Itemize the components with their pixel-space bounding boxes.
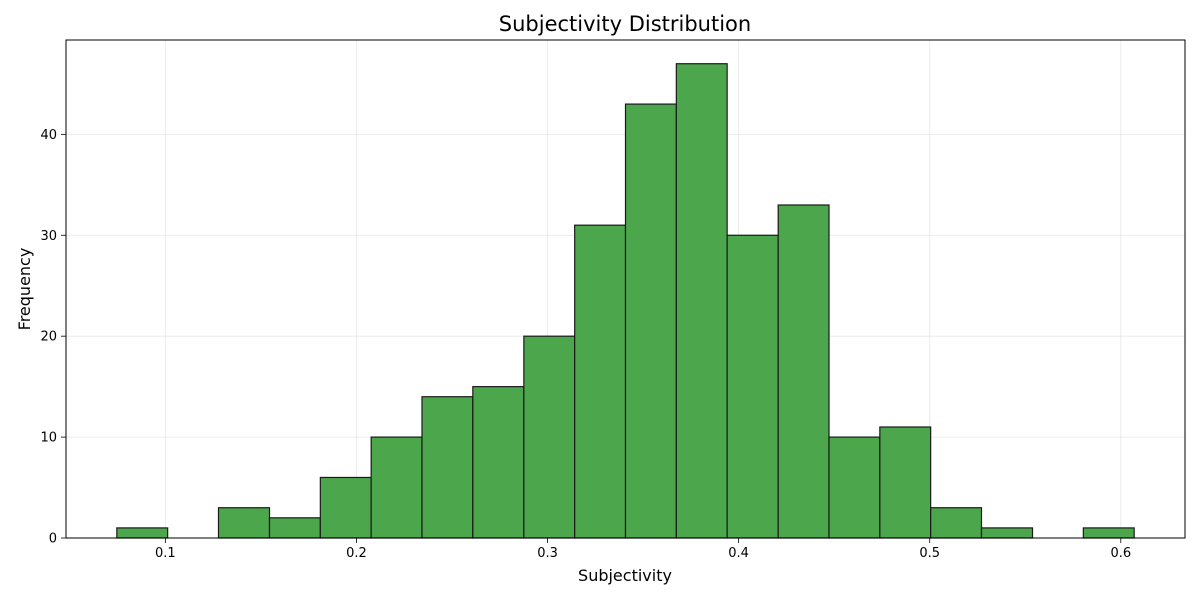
y-tick-label: 40 <box>40 128 57 143</box>
histogram-bar <box>828 436 881 539</box>
histogram-bar <box>574 224 627 539</box>
y-tick-label: 0 <box>49 532 57 547</box>
histogram-bar <box>370 436 423 539</box>
x-axis-label: Subjectivity <box>578 566 672 585</box>
x-tick-label: 0.5 <box>919 546 940 561</box>
x-tick-label: 0.2 <box>346 546 367 561</box>
histogram-bar <box>472 386 525 539</box>
histogram-bar <box>421 396 474 539</box>
y-axis-label: Frequency <box>15 248 34 331</box>
histogram-bar <box>675 63 728 539</box>
y-axis-ticks: 0 10 20 30 40 <box>40 128 66 547</box>
histogram-bar <box>217 507 271 539</box>
histogram-bar <box>726 234 779 539</box>
histogram-bar <box>319 476 372 539</box>
histogram-bar <box>523 335 576 539</box>
x-tick-label: 0.1 <box>155 546 176 561</box>
histogram-bar <box>777 204 830 539</box>
y-tick-label: 20 <box>40 330 57 345</box>
histogram-bar <box>624 103 677 539</box>
histogram-bar <box>1082 527 1135 539</box>
histogram-bar <box>930 507 983 539</box>
chart-title: Subjectivity Distribution <box>499 12 751 36</box>
x-tick-label: 0.4 <box>728 546 749 561</box>
y-tick-label: 10 <box>40 431 57 446</box>
histogram-bar <box>980 527 1034 539</box>
plot-frame <box>65 39 1186 539</box>
histogram-bar <box>879 426 932 539</box>
x-tick-label: 0.3 <box>537 546 558 561</box>
y-tick-label: 30 <box>40 229 57 244</box>
x-tick-label: 0.6 <box>1110 546 1131 561</box>
histogram-bar <box>116 527 169 539</box>
histogram-bar <box>268 517 321 539</box>
bars <box>116 63 1135 539</box>
x-axis-ticks: 0.1 0.2 0.3 0.4 0.5 0.6 <box>155 538 1131 561</box>
